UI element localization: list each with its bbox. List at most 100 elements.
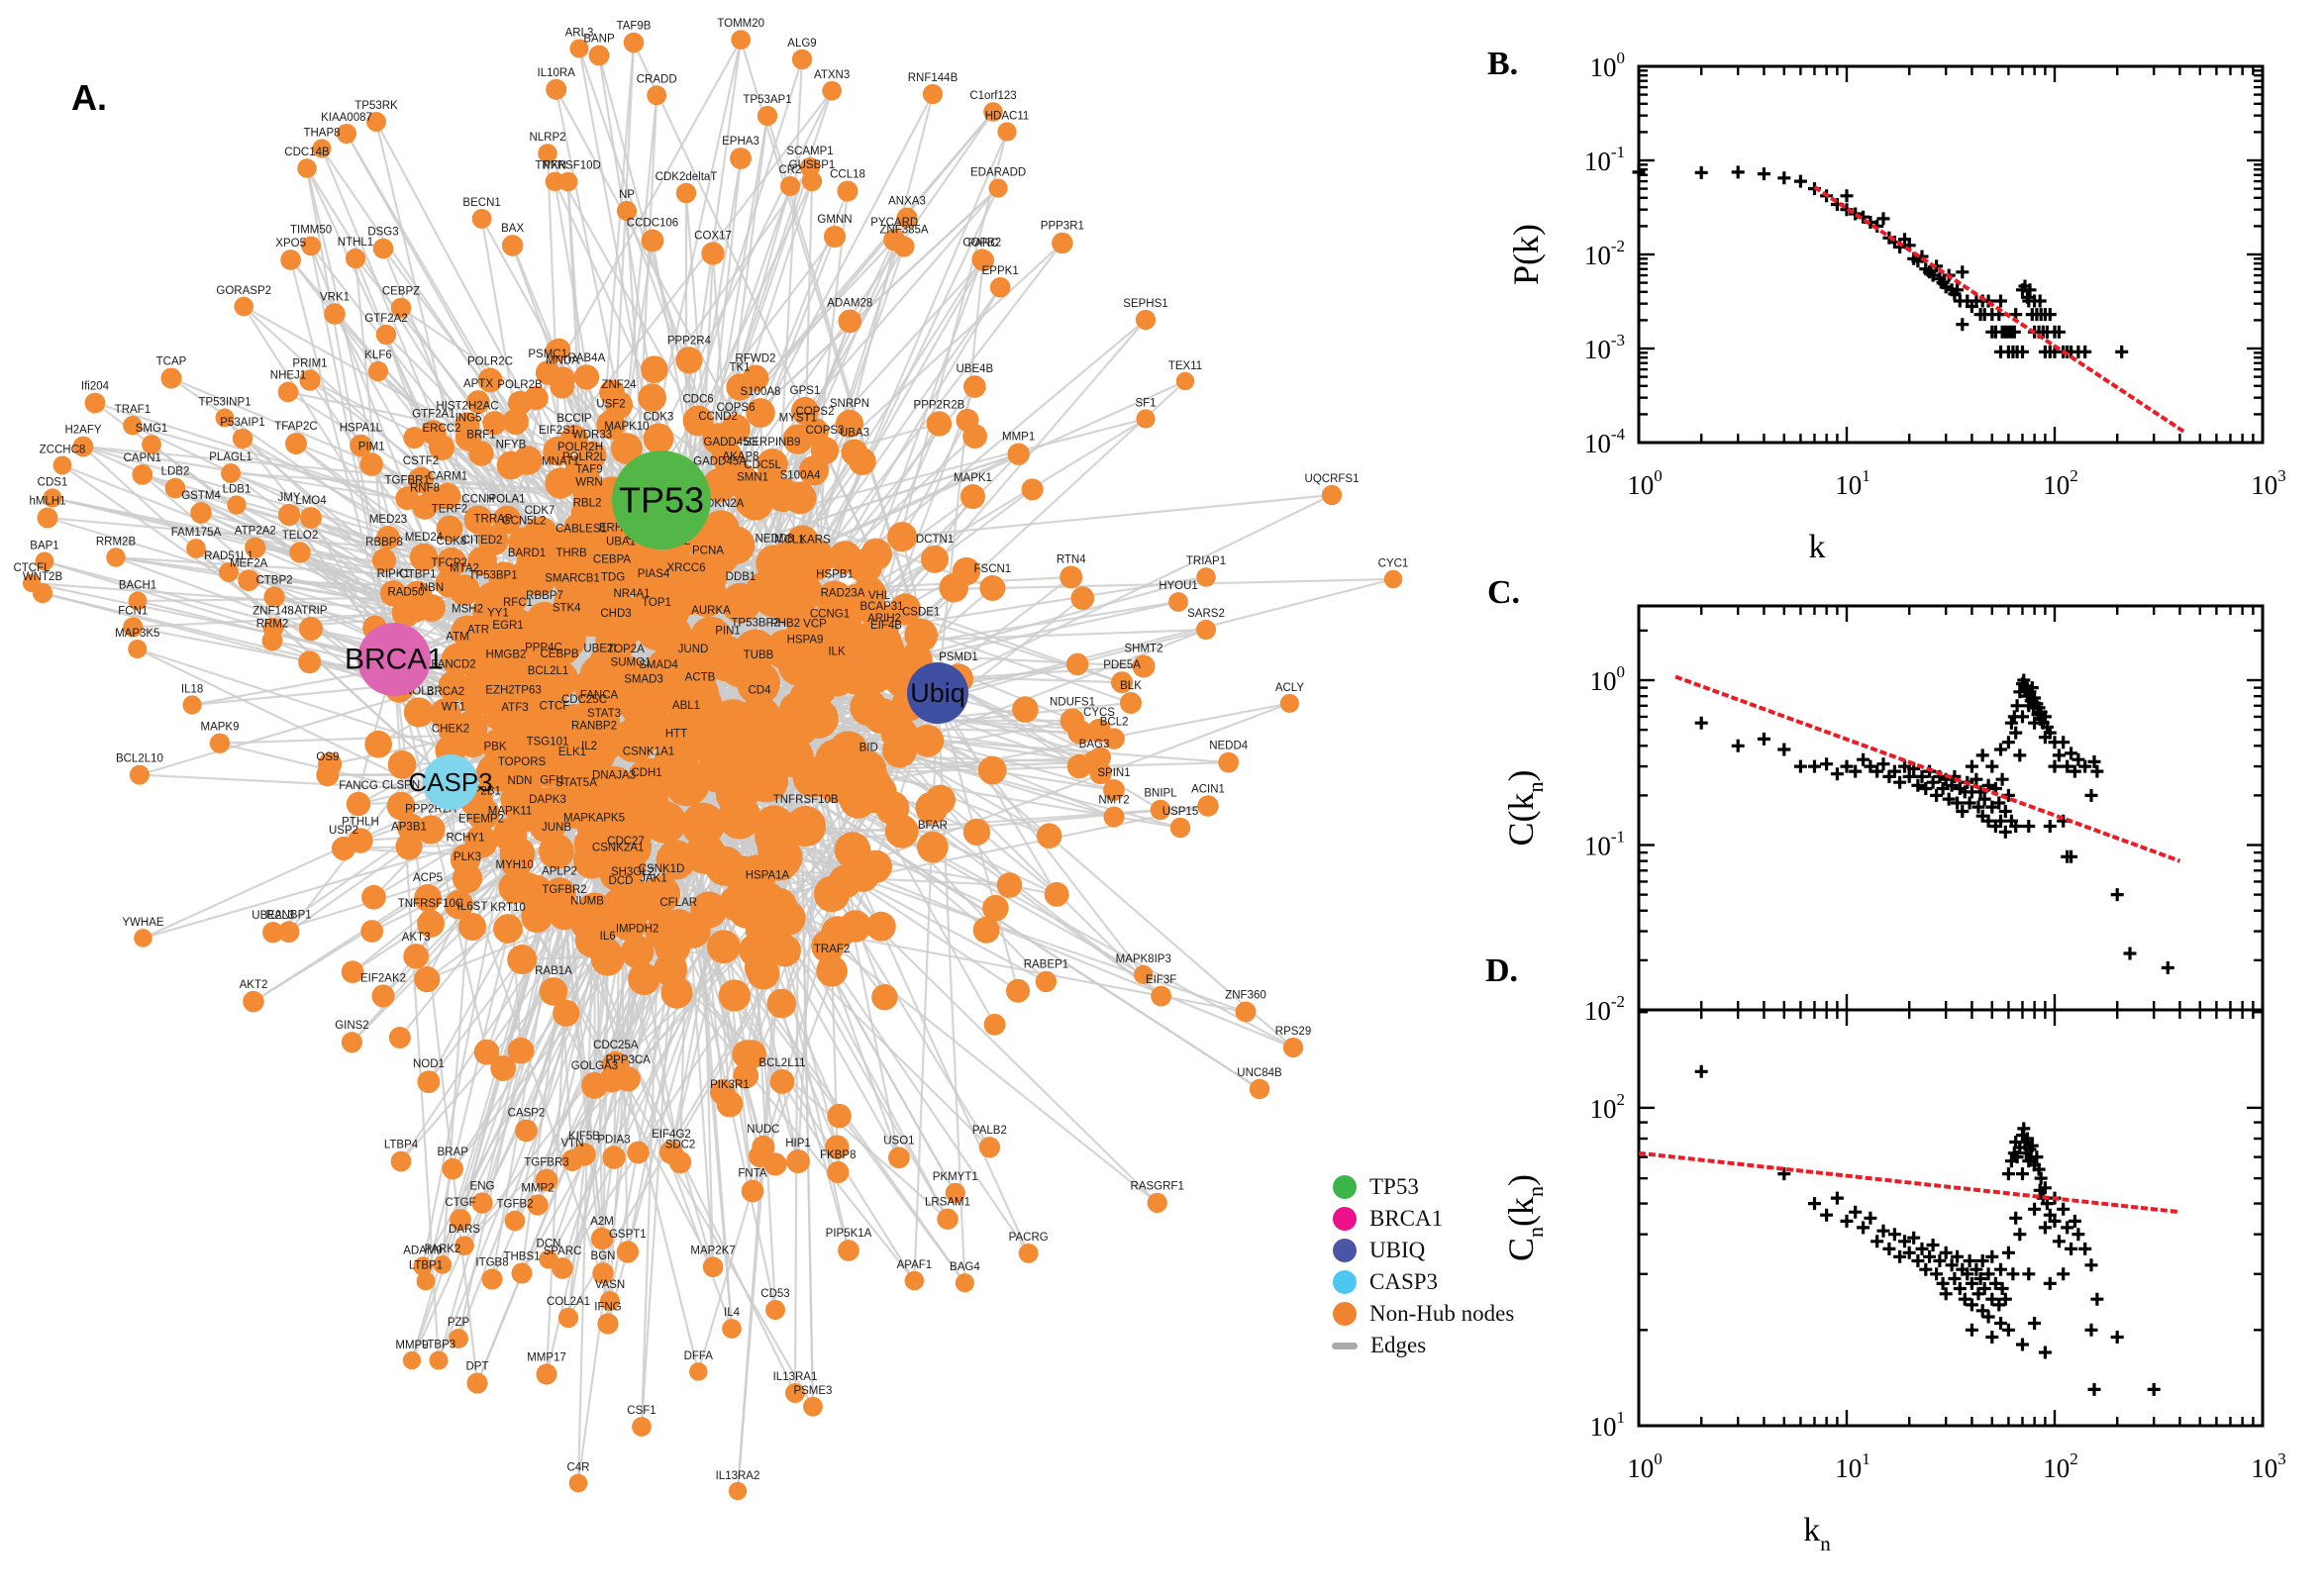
svg-text:PPP4C: PPP4C [525, 642, 562, 653]
svg-text:BRF1: BRF1 [466, 429, 495, 441]
svg-text:CEBPZ: CEBPZ [382, 286, 420, 298]
svg-text:CDK8: CDK8 [437, 536, 467, 548]
svg-text:CCL18: CCL18 [830, 168, 865, 180]
plot-B-ylabel: P(k) [1506, 224, 1546, 285]
svg-text:SMN1: SMN1 [737, 471, 768, 483]
svg-text:CARM1: CARM1 [428, 471, 467, 483]
svg-text:BCL2: BCL2 [1100, 716, 1129, 728]
svg-text:BAG3: BAG3 [1079, 739, 1110, 750]
svg-text:CEBPA: CEBPA [593, 553, 631, 565]
legend-item-label: Edges [1370, 1333, 1427, 1357]
svg-text:RNF144B: RNF144B [908, 72, 959, 84]
svg-text:S100A4: S100A4 [780, 469, 822, 481]
svg-text:AKAP8: AKAP8 [722, 451, 758, 463]
svg-text:NLRP2: NLRP2 [529, 132, 565, 144]
tick-label: 100 [1627, 466, 1663, 500]
svg-text:HTT: HTT [665, 728, 687, 740]
svg-text:CDK3: CDK3 [644, 412, 674, 424]
legend-item-label: CASP3 [1369, 1269, 1439, 1294]
svg-text:TRRAP: TRRAP [474, 514, 513, 526]
panel-c-label: C. [1487, 574, 1521, 611]
tick-label: 102 [2043, 1449, 2078, 1483]
svg-text:LMO4: LMO4 [295, 495, 327, 507]
svg-text:UBE2I: UBE2I [583, 643, 616, 654]
plot-C-ylabel: C(kn) [1501, 770, 1548, 847]
tick-label: 101 [1835, 1449, 1870, 1483]
svg-text:APAF1: APAF1 [897, 1259, 933, 1271]
svg-text:TGFBR3: TGFBR3 [524, 1157, 568, 1169]
svg-text:CHEK2: CHEK2 [432, 723, 469, 735]
svg-text:CDC5L: CDC5L [744, 459, 781, 471]
svg-text:hMLH1: hMLH1 [29, 496, 65, 508]
svg-text:RBBP7: RBBP7 [526, 590, 563, 602]
svg-text:SPARC: SPARC [544, 1246, 582, 1257]
svg-text:IMPDH2: IMPDH2 [616, 924, 658, 936]
legend-item-label: UBIQ [1369, 1238, 1426, 1262]
svg-text:DPT: DPT [466, 1360, 489, 1372]
svg-text:MCL1: MCL1 [774, 535, 805, 547]
svg-text:AKT3: AKT3 [402, 932, 431, 944]
svg-text:LRSAM1: LRSAM1 [925, 1197, 970, 1209]
legend-node-swatch [1333, 1302, 1357, 1326]
svg-text:SERPINB9: SERPINB9 [745, 437, 801, 449]
svg-text:RAD50: RAD50 [387, 587, 424, 599]
svg-text:SDC2: SDC2 [665, 1140, 696, 1151]
plot-C-points [1694, 673, 2174, 974]
svg-text:WNT2B: WNT2B [23, 571, 63, 583]
hub-casp3-label: CASP3 [408, 767, 492, 797]
svg-text:ACLY: ACLY [1275, 682, 1305, 694]
svg-text:APTX: APTX [463, 378, 493, 390]
svg-text:COX17: COX17 [694, 230, 732, 242]
ticks [1637, 606, 2265, 1012]
ticks [1637, 1010, 2265, 1428]
svg-text:NUDC: NUDC [747, 1124, 779, 1136]
svg-text:STK4: STK4 [553, 602, 581, 614]
tick-label: 10-4 [1584, 425, 1626, 458]
svg-text:ZNF148: ZNF148 [252, 606, 294, 618]
svg-text:TOP1: TOP1 [642, 597, 671, 609]
hub-ubiq-node [907, 662, 968, 724]
svg-text:PDE5A: PDE5A [1103, 659, 1141, 671]
svg-text:ATM: ATM [446, 632, 468, 644]
tick-label: 103 [2251, 466, 2286, 500]
plot-D-points [1694, 1064, 2161, 1396]
svg-text:TNFRSF10D: TNFRSF10D [535, 160, 600, 172]
svg-text:PSMC1: PSMC1 [528, 349, 567, 360]
svg-text:AKT2: AKT2 [240, 979, 268, 991]
legend-item: Non-Hub nodes [1333, 1301, 1514, 1327]
svg-text:NUMB: NUMB [570, 895, 604, 907]
svg-text:BNIPL: BNIPL [1144, 788, 1177, 800]
hub-brca1-label: BRCA1 [345, 644, 444, 676]
svg-text:EGR1: EGR1 [492, 620, 523, 632]
tick-label: 101 [1835, 466, 1870, 500]
svg-text:CSNK1D: CSNK1D [639, 863, 685, 875]
hub-brca1-node [357, 623, 431, 696]
tick-label: 102 [1590, 1090, 1626, 1124]
svg-text:MNDA: MNDA [546, 354, 579, 366]
svg-text:UBA3: UBA3 [840, 427, 869, 439]
svg-text:SUMO1: SUMO1 [611, 657, 652, 669]
legend-item: Edges [1332, 1333, 1514, 1358]
svg-text:DARS: DARS [449, 1224, 480, 1236]
svg-text:SMAD4: SMAD4 [639, 659, 678, 671]
svg-text:SPIN1: SPIN1 [1097, 767, 1130, 779]
svg-text:SF1: SF1 [1135, 397, 1156, 409]
svg-text:NTHL1: NTHL1 [338, 237, 373, 249]
svg-text:ING5: ING5 [455, 413, 482, 425]
svg-text:ZNF360: ZNF360 [1225, 990, 1266, 1002]
svg-text:PIK3R1: PIK3R1 [710, 1079, 750, 1091]
svg-text:RASGRF1: RASGRF1 [1131, 1181, 1184, 1193]
svg-text:PBK: PBK [483, 741, 506, 752]
svg-text:ZNF385A: ZNF385A [879, 224, 929, 236]
svg-text:FCN1: FCN1 [118, 605, 148, 617]
svg-text:BCL2L1: BCL2L1 [528, 665, 569, 677]
svg-text:RPS29: RPS29 [1275, 1026, 1311, 1038]
svg-text:GSPT1: GSPT1 [609, 1229, 647, 1241]
svg-text:SH3GL2: SH3GL2 [611, 866, 655, 878]
svg-text:SNRPN: SNRPN [830, 398, 869, 410]
svg-text:LTBP1: LTBP1 [409, 1260, 443, 1272]
legend-item: BRCA1 [1333, 1206, 1514, 1232]
svg-text:COPS3: COPS3 [806, 425, 845, 437]
svg-text:THBS1: THBS1 [503, 1251, 540, 1263]
svg-text:EIF2AK2: EIF2AK2 [360, 972, 406, 984]
